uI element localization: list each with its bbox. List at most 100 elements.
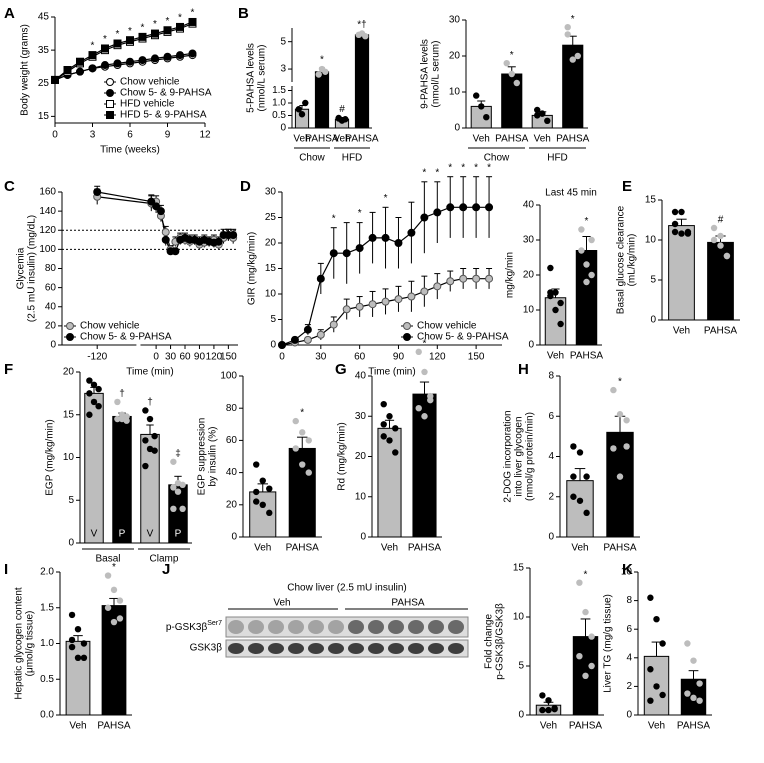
y-axis-label: (mL/kg/min) xyxy=(627,234,638,287)
series-line xyxy=(54,23,193,81)
y-tick-label: 0 xyxy=(68,538,74,549)
significance-mark: * xyxy=(91,41,95,52)
x-tick-label: 0 xyxy=(279,352,285,363)
x-tick-label: 0 xyxy=(52,130,58,141)
data-point xyxy=(253,498,260,505)
data-point xyxy=(539,692,546,699)
blot-band xyxy=(308,643,324,654)
y-tick-label: 0 xyxy=(548,532,554,543)
y-tick-label: 6 xyxy=(548,411,554,422)
data-point xyxy=(513,79,520,87)
y-tick-label: 30 xyxy=(265,187,277,198)
x-tick-label: 30 xyxy=(165,352,177,363)
bar xyxy=(354,34,370,129)
data-point xyxy=(74,626,82,633)
y-tick-label: 10 xyxy=(449,87,461,98)
bar xyxy=(668,225,695,321)
data-point xyxy=(322,68,329,75)
data-point xyxy=(290,335,299,344)
chart-title: Last 45 min xyxy=(545,188,597,199)
panel-letter: C xyxy=(4,178,15,195)
data-point xyxy=(570,443,577,450)
data-point xyxy=(623,443,630,450)
data-point xyxy=(214,237,223,246)
data-point xyxy=(104,572,112,579)
data-point xyxy=(292,417,299,425)
x-tick-label: 9 xyxy=(165,130,171,141)
data-point xyxy=(151,29,159,38)
y-tick-label: 35 xyxy=(38,45,50,56)
blot-group: PAHSA xyxy=(391,598,424,609)
y-tick-label: 40 xyxy=(45,301,57,312)
y-tick-label: 0 xyxy=(50,340,56,351)
significance-mark: * xyxy=(178,13,182,24)
data-point xyxy=(696,697,703,704)
panel-letter: A xyxy=(4,5,15,22)
blot-band xyxy=(308,620,324,634)
blot-band xyxy=(448,643,464,654)
y-axis-label: (nmol/L serum) xyxy=(257,45,268,112)
y-tick-label: 10 xyxy=(265,289,277,300)
data-point xyxy=(659,640,666,647)
y-axis-label: p-GSK3β/GSK3β xyxy=(495,603,506,680)
data-point xyxy=(381,233,390,242)
y-tick-label: 20 xyxy=(449,51,461,62)
data-point xyxy=(342,249,351,258)
y-axis-label: 9-PAHSA levels xyxy=(420,39,431,109)
blot-band xyxy=(428,643,444,654)
x-axis-label: Time (weeks) xyxy=(100,145,160,156)
data-point xyxy=(142,407,149,414)
group-label: Basal xyxy=(95,554,120,565)
data-point xyxy=(503,60,510,67)
data-point xyxy=(80,640,88,647)
data-point xyxy=(583,261,590,268)
blot-band xyxy=(268,620,284,634)
y-tick-label: 15 xyxy=(513,563,525,574)
data-point xyxy=(576,579,583,586)
blot-band xyxy=(348,643,364,654)
significance-mark: * xyxy=(618,377,622,388)
data-point xyxy=(305,469,312,476)
data-point xyxy=(95,403,102,410)
data-point xyxy=(647,594,654,601)
data-point xyxy=(582,672,589,679)
data-point xyxy=(653,683,660,690)
data-point xyxy=(433,208,442,217)
x-tick-label: 120 xyxy=(429,352,446,363)
significance-mark: * xyxy=(510,50,514,61)
y-tick-label: 80 xyxy=(226,403,238,414)
group-label: Chow xyxy=(484,153,510,164)
data-point xyxy=(138,56,147,65)
x-tick-label: 120 xyxy=(206,352,223,363)
y-axis-label: 5-PAHSA levels xyxy=(246,43,257,113)
data-point xyxy=(126,36,134,45)
data-point xyxy=(671,228,679,236)
x-tick-label: PAHSA xyxy=(704,326,737,337)
y-tick-label: 15 xyxy=(63,409,75,420)
y-tick-label: 100 xyxy=(39,244,56,255)
data-point xyxy=(161,235,170,244)
data-point xyxy=(473,92,480,99)
blot-band xyxy=(288,620,304,634)
x-tick-label: 30 xyxy=(315,352,327,363)
data-point xyxy=(545,697,552,704)
blot-row-label: p-GSK3βSer7 xyxy=(166,620,222,633)
data-point xyxy=(259,477,266,484)
inner-bar-label: P xyxy=(119,529,126,540)
x-tick-label: 0 xyxy=(153,352,159,363)
data-point xyxy=(557,320,564,328)
data-point xyxy=(142,437,149,444)
data-point xyxy=(88,51,97,60)
data-point xyxy=(113,39,122,48)
data-point xyxy=(123,417,130,424)
significance-mark: * xyxy=(332,213,336,224)
blot-band xyxy=(408,620,424,634)
data-point xyxy=(151,432,158,440)
data-point xyxy=(386,413,393,420)
y-axis-label: (2.5 mU insulin) (mg/dL) xyxy=(27,215,38,322)
y-tick-label: 0 xyxy=(626,710,632,721)
y-tick-label: 0 xyxy=(518,710,524,721)
y-tick-label: 8 xyxy=(626,595,632,606)
y-tick-label: 25 xyxy=(265,212,277,223)
